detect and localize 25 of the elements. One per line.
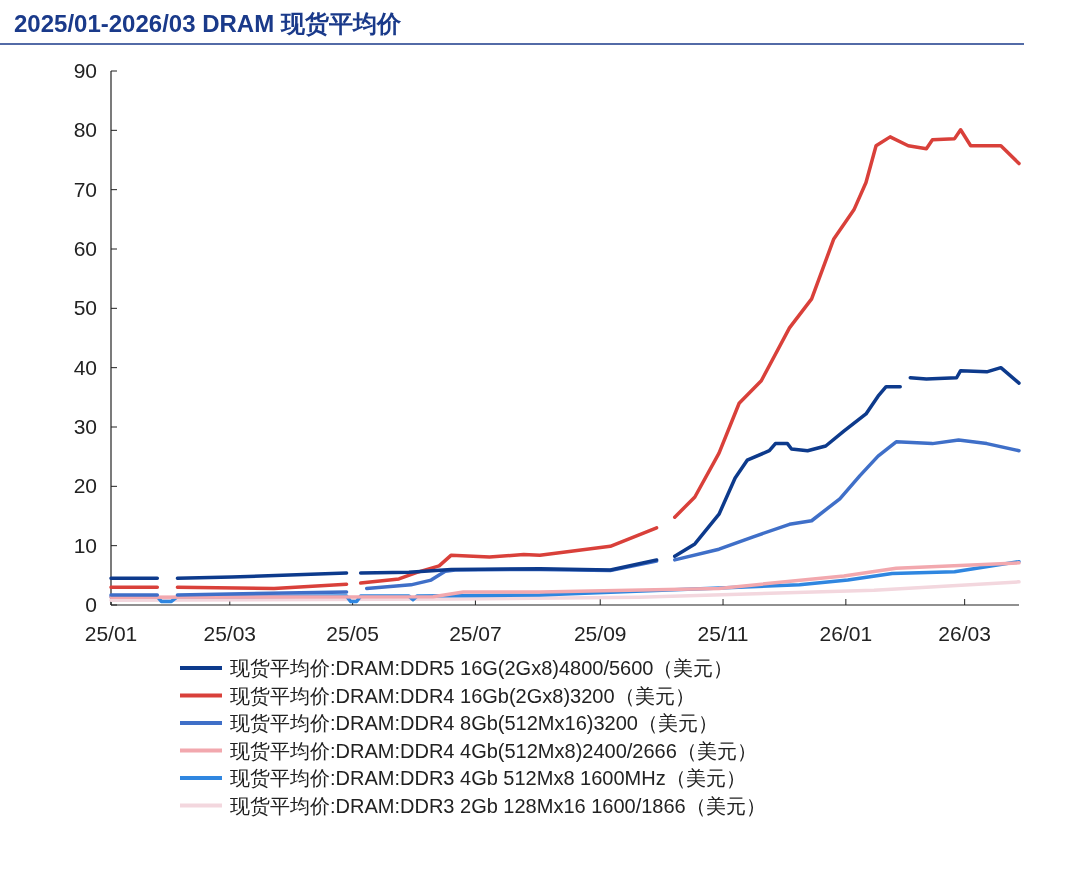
y-tick-label: 50	[73, 296, 97, 320]
legend-label: 现货平均价:DRAM:DDR5 16G(2Gx8)4800/5600（美元）	[230, 657, 734, 679]
legend-label: 现货平均价:DRAM:DDR4 8Gb(512Mx16)3200（美元）	[230, 712, 718, 734]
legend-label: 现货平均价:DRAM:DDR4 16Gb(2Gx8)3200（美元）	[230, 684, 695, 707]
x-tick-label: 25/07	[449, 622, 502, 645]
x-tick-label: 25/05	[326, 622, 379, 645]
x-tick-label: 26/03	[938, 622, 991, 645]
x-tick-label: 26/01	[819, 622, 873, 645]
x-tick-label: 25/03	[203, 622, 257, 645]
legend-label: 现货平均价:DRAM:DDR3 4Gb 512Mx8 1600MHz（美元）	[230, 767, 746, 789]
y-tick-label: 10	[73, 533, 97, 557]
x-tick-label: 25/09	[573, 622, 627, 645]
y-tick-label: 70	[73, 177, 97, 201]
y-tick-label: 90	[73, 59, 97, 82]
y-tick-label: 0	[85, 593, 97, 616]
y-tick-label: 40	[73, 355, 97, 379]
y-tick-label: 30	[73, 415, 97, 438]
y-tick-label: 20	[73, 474, 97, 498]
y-tick-label: 80	[73, 118, 97, 142]
x-tick-label: 25/11	[697, 622, 749, 645]
x-tick-label: 25/01	[84, 622, 138, 645]
chart-title: 2025/01-2026/03 DRAM 现货平均价	[14, 10, 402, 37]
y-tick-label: 60	[73, 237, 97, 260]
legend-label: 现货平均价:DRAM:DDR3 2Gb 128Mx16 1600/1866（美元）	[230, 794, 766, 817]
legend-label: 现货平均价:DRAM:DDR4 4Gb(512Mx8)2400/2666（美元）	[230, 739, 757, 762]
